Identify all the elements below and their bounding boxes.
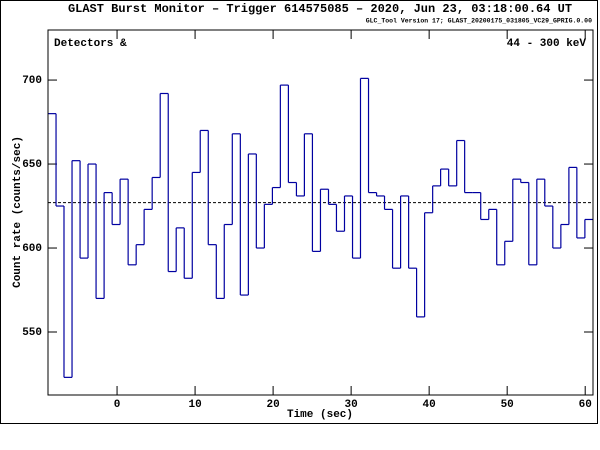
annotation: 44 - 300 keV xyxy=(507,38,587,50)
y-tick-label: 600 xyxy=(22,243,42,255)
x-tick-label: 50 xyxy=(501,399,514,411)
x-tick-label: 30 xyxy=(345,399,358,411)
x-tick-label: 40 xyxy=(423,399,436,411)
x-tick-label: 10 xyxy=(188,399,201,411)
y-axis-label: Count rate (counts/sec) xyxy=(12,136,24,288)
chart-title: GLAST Burst Monitor – Trigger 614575085 … xyxy=(68,2,572,16)
y-tick-label: 700 xyxy=(22,75,42,87)
x-tick-label: 60 xyxy=(579,399,592,411)
y-tick-label: 650 xyxy=(22,159,42,171)
x-axis-label: Time (sec) xyxy=(287,409,353,421)
annotation: Detectors & xyxy=(54,38,127,50)
x-tick-label: 0 xyxy=(114,399,121,411)
x-tick-label: 20 xyxy=(266,399,279,411)
figure-border xyxy=(0,0,598,424)
chart-subtitle: GLC_Tool Version 17; GLAST_20200175_0318… xyxy=(366,18,592,25)
y-tick-label: 550 xyxy=(22,327,42,339)
plot-frame xyxy=(47,29,594,396)
